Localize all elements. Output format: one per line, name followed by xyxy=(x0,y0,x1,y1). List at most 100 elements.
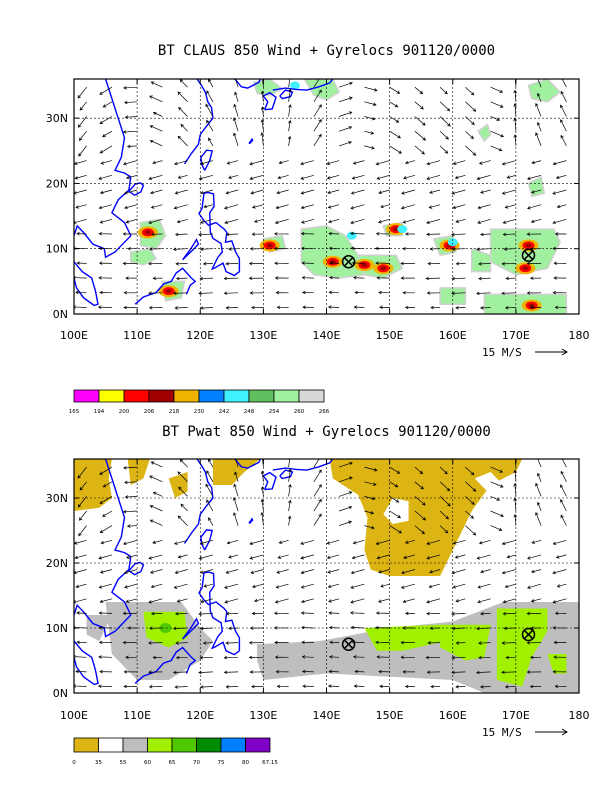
wind-vector xyxy=(149,569,163,574)
wind-vector xyxy=(526,261,542,266)
wind-vector xyxy=(77,496,87,508)
wind-vector xyxy=(401,189,415,195)
wind-vector xyxy=(560,498,567,512)
wind-vector xyxy=(338,81,353,88)
wind-vector xyxy=(364,510,375,515)
x-tick-label: 180 xyxy=(569,329,590,342)
colorbar: 165 194 200 206 218 230 242 248 254 260 266 xyxy=(69,389,330,415)
colorbar-swatch xyxy=(122,737,148,753)
wind-vector xyxy=(364,466,378,472)
wind-vector xyxy=(313,513,322,526)
wind-vector xyxy=(350,583,365,589)
wind-vector xyxy=(526,611,542,616)
wind-vector xyxy=(179,459,188,468)
wind-vector xyxy=(451,247,466,251)
wind-vector xyxy=(249,670,264,674)
colorbar-swatch xyxy=(248,389,275,403)
wind-vector xyxy=(560,90,567,102)
wind-vector xyxy=(504,204,516,209)
wind-vector xyxy=(177,515,188,526)
wind-vector xyxy=(260,486,265,497)
wind-vector xyxy=(402,598,415,604)
wind-vector xyxy=(465,101,477,112)
colorbar-label: 230 xyxy=(194,409,205,415)
wind-vector xyxy=(439,130,449,140)
wind-vector xyxy=(198,232,213,237)
wind-vector xyxy=(301,246,314,251)
wind-vector xyxy=(350,218,365,225)
wind-vector xyxy=(478,262,491,266)
colorbar-label: 206 xyxy=(144,409,155,415)
wind-vector xyxy=(300,231,314,236)
wind-vector xyxy=(125,218,138,224)
vector-scale-arrow xyxy=(535,348,568,356)
wind-vector xyxy=(149,95,163,103)
vector-scale-arrow xyxy=(535,728,568,736)
wind-vector xyxy=(378,569,390,574)
wind-vector xyxy=(125,598,138,603)
wind-vector xyxy=(429,569,441,574)
pwat-region-65 xyxy=(159,623,172,633)
wind-vector xyxy=(74,160,87,166)
wind-vector xyxy=(223,204,239,210)
wind-vector xyxy=(530,247,542,251)
wind-vector xyxy=(537,459,542,468)
wind-vector xyxy=(260,106,265,117)
wind-vector xyxy=(526,204,542,210)
wind-vector xyxy=(276,569,289,574)
wind-vector xyxy=(177,91,188,103)
y-tick-label: 30N xyxy=(46,112,68,125)
wind-vector xyxy=(414,145,425,155)
colorbar-swatch xyxy=(148,389,175,403)
gyre-location-marker xyxy=(521,627,536,642)
wind-vector xyxy=(350,246,365,250)
wind-vector xyxy=(99,189,112,195)
wind-vector xyxy=(152,539,163,544)
x-tick-label: 140E xyxy=(313,709,341,722)
wind-vector xyxy=(389,101,399,108)
x-tick-label: 110E xyxy=(123,709,151,722)
colorbar-swatch xyxy=(196,737,222,753)
wind-vector xyxy=(505,655,516,660)
wind-vector xyxy=(228,247,239,251)
coastline xyxy=(248,517,254,524)
wind-vector xyxy=(426,598,441,604)
colorbar-swatch xyxy=(223,389,250,403)
wind-vector xyxy=(150,81,163,88)
wind-vector xyxy=(179,79,188,88)
wind-vector xyxy=(99,669,112,674)
wind-vector xyxy=(439,101,451,112)
wind-vector xyxy=(504,583,516,589)
wind-vector xyxy=(172,291,188,296)
wind-vector xyxy=(226,160,239,165)
wind-vector xyxy=(150,583,163,589)
wind-vector xyxy=(228,174,239,179)
wind-vector xyxy=(74,598,87,604)
colorbar-swatch xyxy=(273,389,300,403)
wind-vector xyxy=(99,466,113,475)
colorbar-swatch xyxy=(171,737,197,753)
wind-vector xyxy=(97,305,112,309)
wind-vector xyxy=(148,291,163,295)
wind-vector xyxy=(123,539,138,546)
wind-vector xyxy=(122,130,138,134)
wind-vector xyxy=(364,481,377,486)
wind-vector xyxy=(476,247,491,252)
colorbar-label: 165 xyxy=(69,409,80,415)
wind-vector xyxy=(149,247,163,251)
wind-vector xyxy=(98,611,112,615)
wind-vector xyxy=(537,472,542,482)
wind-vector xyxy=(288,88,292,102)
cloud-core xyxy=(522,266,529,271)
wind-vector xyxy=(490,145,503,152)
wind-vector xyxy=(350,204,365,210)
wind-vector xyxy=(526,291,542,295)
wind-vector xyxy=(124,583,138,589)
vector-scale-label: 15 M/S xyxy=(482,726,522,739)
wind-vector xyxy=(530,626,542,630)
wind-vector xyxy=(97,684,112,688)
wind-vector xyxy=(327,204,340,209)
wind-vector xyxy=(552,160,567,166)
x-tick-label: 120E xyxy=(186,329,214,342)
wind-vector xyxy=(354,669,365,674)
